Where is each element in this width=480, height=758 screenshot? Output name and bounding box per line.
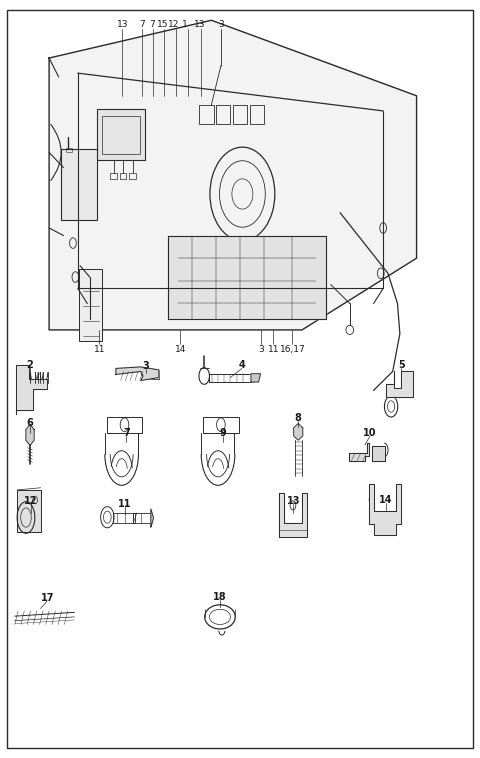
Bar — [209, 374, 253, 382]
Text: 17: 17 — [40, 593, 54, 603]
Text: 13: 13 — [287, 496, 300, 506]
Polygon shape — [116, 367, 159, 381]
Bar — [97, 108, 144, 160]
Text: 13: 13 — [117, 20, 129, 29]
Bar — [133, 512, 152, 523]
Polygon shape — [369, 484, 401, 535]
Bar — [199, 105, 214, 124]
Text: 15: 15 — [157, 20, 168, 29]
Text: 8: 8 — [295, 413, 301, 423]
Polygon shape — [151, 509, 154, 527]
Polygon shape — [294, 424, 303, 440]
Text: 3: 3 — [218, 20, 224, 29]
Text: 11: 11 — [118, 499, 131, 509]
Bar — [250, 105, 264, 124]
Text: 4: 4 — [239, 360, 245, 371]
Text: 14: 14 — [379, 495, 392, 505]
Text: 12: 12 — [24, 496, 38, 506]
Polygon shape — [16, 365, 47, 415]
Text: 12: 12 — [168, 20, 179, 29]
Polygon shape — [279, 493, 307, 537]
Bar — [110, 173, 117, 179]
Text: 16,17: 16,17 — [280, 345, 305, 354]
Text: 7: 7 — [123, 428, 130, 438]
Bar — [102, 116, 140, 154]
Bar — [113, 512, 135, 523]
Bar — [120, 173, 126, 179]
Text: 11: 11 — [94, 345, 105, 354]
Bar — [79, 270, 102, 341]
Text: 6: 6 — [27, 418, 34, 428]
Bar — [129, 173, 136, 179]
Text: 5: 5 — [398, 360, 405, 371]
Polygon shape — [385, 371, 413, 397]
Polygon shape — [372, 446, 384, 462]
Polygon shape — [26, 424, 34, 446]
Text: 10: 10 — [363, 428, 376, 438]
Bar — [17, 490, 41, 531]
Text: 11: 11 — [268, 345, 279, 354]
Text: 14: 14 — [175, 345, 186, 354]
Bar — [66, 148, 72, 152]
Text: 2: 2 — [27, 359, 34, 370]
Text: 1: 1 — [182, 20, 188, 29]
Text: 13: 13 — [194, 20, 205, 29]
Text: 9: 9 — [219, 428, 226, 438]
Polygon shape — [349, 443, 369, 462]
Polygon shape — [49, 20, 417, 330]
Text: 7: 7 — [139, 20, 145, 29]
Polygon shape — [168, 236, 326, 318]
Bar — [145, 371, 159, 379]
Bar — [203, 417, 239, 433]
Text: 18: 18 — [213, 591, 227, 602]
Bar — [233, 105, 247, 124]
Bar — [61, 149, 97, 221]
Polygon shape — [251, 374, 261, 382]
Text: 3: 3 — [259, 345, 264, 354]
Text: 7: 7 — [149, 20, 155, 29]
Bar — [107, 417, 143, 433]
Bar — [216, 105, 230, 124]
Text: 3: 3 — [142, 361, 149, 371]
